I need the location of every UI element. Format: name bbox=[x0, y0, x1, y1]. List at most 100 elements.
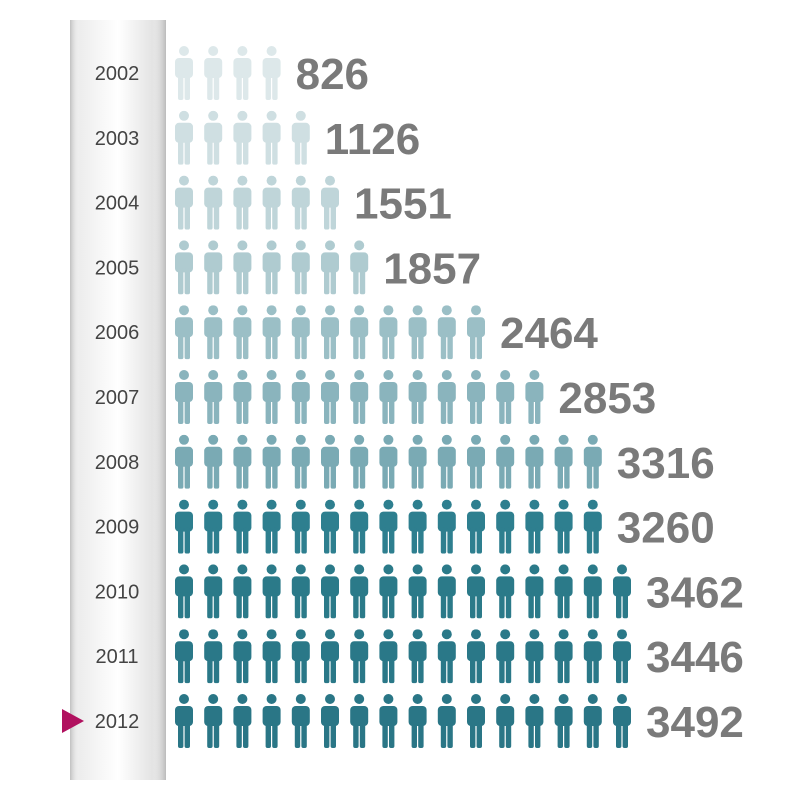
category-label: 2003 bbox=[95, 128, 140, 150]
person-icon bbox=[291, 434, 310, 489]
person-icon bbox=[525, 499, 544, 554]
category-label: 2012 bbox=[95, 711, 140, 733]
person-icon bbox=[321, 499, 339, 554]
person-icon bbox=[204, 110, 223, 165]
person-icon bbox=[379, 434, 398, 489]
person-icon bbox=[262, 694, 281, 748]
person-icon bbox=[175, 305, 193, 360]
person-icon bbox=[233, 46, 252, 100]
person-icon bbox=[233, 305, 252, 360]
person-icon bbox=[554, 434, 573, 489]
year-rail bbox=[70, 20, 166, 780]
person-icon bbox=[583, 629, 602, 684]
person-icon bbox=[291, 305, 310, 360]
person-icon bbox=[321, 434, 339, 489]
person-icon bbox=[350, 370, 369, 424]
person-icon bbox=[262, 370, 281, 424]
person-icon bbox=[233, 110, 252, 165]
category-label: 2002 bbox=[95, 63, 140, 85]
person-icon bbox=[204, 694, 223, 748]
chart-row-2009: 2009 3260 bbox=[95, 499, 715, 554]
person-icon bbox=[437, 629, 456, 684]
person-icon bbox=[496, 694, 515, 748]
person-icon bbox=[175, 434, 193, 489]
person-icon bbox=[233, 370, 252, 424]
person-icon bbox=[437, 564, 456, 619]
person-icon bbox=[321, 240, 339, 295]
person-icon bbox=[321, 370, 339, 424]
person-icon bbox=[379, 629, 398, 684]
person-icon bbox=[321, 564, 339, 619]
chart-row-2010: 2010 3462 bbox=[95, 564, 744, 619]
person-icon bbox=[350, 240, 369, 295]
person-icon bbox=[583, 694, 602, 748]
person-icon bbox=[204, 240, 223, 295]
person-icon bbox=[291, 110, 310, 165]
person-icon bbox=[233, 629, 252, 684]
person-icon bbox=[613, 694, 631, 748]
category-label: 2011 bbox=[95, 646, 138, 668]
value-label: 2853 bbox=[558, 374, 656, 423]
person-icon bbox=[525, 370, 544, 424]
chart-row-2003: 2003 1126 bbox=[95, 110, 420, 165]
rail-body bbox=[70, 20, 166, 780]
person-icon bbox=[175, 370, 193, 424]
person-icon bbox=[613, 629, 631, 684]
person-icon bbox=[204, 629, 223, 684]
rail-shade-left bbox=[70, 20, 80, 780]
person-icon bbox=[583, 434, 602, 489]
chart-row-2006: 2006 2464 bbox=[95, 305, 598, 360]
person-icon bbox=[204, 499, 223, 554]
person-icon bbox=[262, 499, 281, 554]
category-label: 2008 bbox=[95, 452, 140, 474]
person-icon bbox=[233, 434, 252, 489]
chart-row-2012: 2012 3492 bbox=[95, 694, 744, 748]
chart-row-2008: 2008 3316 bbox=[95, 434, 715, 489]
person-icon bbox=[262, 110, 281, 165]
person-icon bbox=[291, 499, 310, 554]
person-icon bbox=[467, 499, 485, 554]
person-icon bbox=[175, 564, 193, 619]
person-icon bbox=[583, 564, 602, 619]
selected-year-marker-icon bbox=[62, 709, 84, 733]
person-icon bbox=[233, 564, 252, 619]
person-icon bbox=[613, 564, 631, 619]
person-icon bbox=[291, 175, 310, 230]
person-icon bbox=[525, 434, 544, 489]
value-label: 826 bbox=[296, 50, 369, 99]
value-label: 3492 bbox=[646, 698, 744, 747]
person-icon bbox=[291, 370, 310, 424]
person-icon bbox=[233, 175, 252, 230]
person-icon bbox=[408, 564, 427, 619]
person-icon bbox=[467, 694, 485, 748]
person-icon bbox=[496, 564, 515, 619]
person-icon bbox=[408, 305, 427, 360]
person-icon bbox=[554, 564, 573, 619]
value-label: 2464 bbox=[500, 309, 598, 358]
person-icon bbox=[379, 305, 398, 360]
rail-shade-right bbox=[152, 20, 166, 780]
person-icon bbox=[175, 694, 193, 748]
person-icon bbox=[262, 434, 281, 489]
person-icon bbox=[525, 694, 544, 748]
person-icon bbox=[262, 240, 281, 295]
value-label: 1551 bbox=[354, 180, 452, 229]
person-icon bbox=[321, 175, 339, 230]
person-icon bbox=[291, 694, 310, 748]
person-icon bbox=[175, 110, 193, 165]
person-icon bbox=[233, 499, 252, 554]
person-icon bbox=[496, 370, 515, 424]
person-icon bbox=[262, 564, 281, 619]
person-icon bbox=[262, 175, 281, 230]
person-icon bbox=[467, 370, 485, 424]
category-label: 2009 bbox=[95, 517, 140, 539]
person-icon bbox=[496, 434, 515, 489]
person-icon bbox=[437, 370, 456, 424]
person-icon bbox=[408, 434, 427, 489]
chart-row-2011: 2011 3446 bbox=[95, 629, 744, 684]
person-icon bbox=[467, 564, 485, 619]
category-label: 2007 bbox=[95, 387, 140, 409]
selection-marker-layer bbox=[62, 709, 84, 733]
